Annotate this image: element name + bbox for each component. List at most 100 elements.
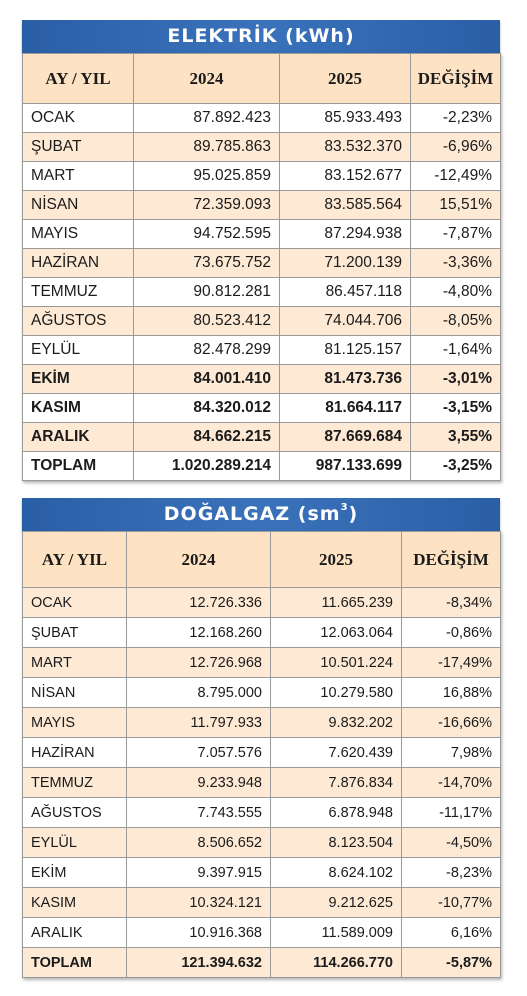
- value-2024-cell: 72.359.093: [133, 190, 280, 220]
- change-cell: -3,15%: [410, 393, 501, 423]
- month-cell: KASIM: [22, 887, 127, 918]
- table-row: TEMMUZ 90.812.281 86.457.118 -4,80%: [22, 277, 501, 307]
- month-cell: HAZİRAN: [22, 248, 134, 278]
- change-cell: 3,55%: [410, 422, 501, 452]
- value-2024-cell: 12.726.336: [126, 587, 271, 618]
- change-cell: -0,86%: [401, 617, 501, 648]
- value-2025-cell: 71.200.139: [279, 248, 411, 278]
- change-cell: 15,51%: [410, 190, 501, 220]
- value-2024-cell: 90.812.281: [133, 277, 280, 307]
- month-cell: NİSAN: [22, 190, 134, 220]
- change-cell: -8,23%: [401, 857, 501, 888]
- value-2025-cell: 987.133.699: [279, 451, 411, 481]
- change-cell: -17,49%: [401, 647, 501, 678]
- gas-title-superscript: 3: [340, 502, 349, 513]
- value-2024-cell: 9.233.948: [126, 767, 271, 798]
- table-row: TOPLAM 1.020.289.214 987.133.699 -3,25%: [22, 451, 501, 481]
- header-month-year: AY / YIL: [22, 531, 127, 588]
- change-cell: -7,87%: [410, 219, 501, 249]
- value-2024-cell: 12.168.260: [126, 617, 271, 648]
- value-2024-cell: 12.726.968: [126, 647, 271, 678]
- table-row: MART 12.726.968 10.501.224 -17,49%: [22, 647, 501, 678]
- change-cell: -2,23%: [410, 103, 501, 133]
- table-row: MAYIS 94.752.595 87.294.938 -7,87%: [22, 219, 501, 249]
- table-row: EYLÜL 82.478.299 81.125.157 -1,64%: [22, 335, 501, 365]
- month-cell: HAZİRAN: [22, 737, 127, 768]
- month-cell: MAYIS: [22, 219, 134, 249]
- value-2024-cell: 95.025.859: [133, 161, 280, 191]
- value-2024-cell: 10.324.121: [126, 887, 271, 918]
- value-2025-cell: 87.294.938: [279, 219, 411, 249]
- change-cell: -10,77%: [401, 887, 501, 918]
- month-cell: KASIM: [22, 393, 134, 423]
- value-2025-cell: 9.832.202: [270, 707, 402, 738]
- value-2024-cell: 87.892.423: [133, 103, 280, 133]
- gas-panel: DOĞALGAZ (sm3) AY / YIL 2024 2025 DEĞİŞİ…: [22, 498, 501, 978]
- header-2024: 2024: [133, 53, 280, 104]
- month-cell: EKİM: [22, 364, 134, 394]
- value-2024-cell: 73.675.752: [133, 248, 280, 278]
- table-row: KASIM 10.324.121 9.212.625 -10,77%: [22, 887, 501, 918]
- table-row: MART 95.025.859 83.152.677 -12,49%: [22, 161, 501, 191]
- value-2025-cell: 8.624.102: [270, 857, 402, 888]
- value-2025-cell: 12.063.064: [270, 617, 402, 648]
- month-cell: TEMMUZ: [22, 277, 134, 307]
- month-cell: ŞUBAT: [22, 132, 134, 162]
- month-cell: OCAK: [22, 587, 127, 618]
- header-2025: 2025: [279, 53, 411, 104]
- month-cell: ARALIK: [22, 422, 134, 452]
- value-2024-cell: 10.916.368: [126, 917, 271, 948]
- value-2024-cell: 89.785.863: [133, 132, 280, 162]
- value-2025-cell: 9.212.625: [270, 887, 402, 918]
- value-2024-cell: 1.020.289.214: [133, 451, 280, 481]
- value-2024-cell: 121.394.632: [126, 947, 271, 978]
- table-row: EKİM 9.397.915 8.624.102 -8,23%: [22, 857, 501, 888]
- table-row: ARALIK 10.916.368 11.589.009 6,16%: [22, 917, 501, 948]
- value-2025-cell: 11.589.009: [270, 917, 402, 948]
- electricity-title: ELEKTRİK (kWh): [22, 20, 500, 53]
- table-row: NİSAN 72.359.093 83.585.564 15,51%: [22, 190, 501, 220]
- value-2024-cell: 84.320.012: [133, 393, 280, 423]
- electricity-table: AY / YIL 2024 2025 DEĞİŞİM OCAK 87.892.42…: [22, 53, 501, 481]
- change-cell: -12,49%: [410, 161, 501, 191]
- electricity-header-row: AY / YIL 2024 2025 DEĞİŞİM: [22, 53, 501, 104]
- table-row: NİSAN 8.795.000 10.279.580 16,88%: [22, 677, 501, 708]
- month-cell: EYLÜL: [22, 827, 127, 858]
- value-2025-cell: 7.876.834: [270, 767, 402, 798]
- table-row: TOPLAM 121.394.632 114.266.770 -5,87%: [22, 947, 501, 978]
- header-change: DEĞİŞİM: [410, 53, 501, 104]
- value-2025-cell: 81.664.117: [279, 393, 411, 423]
- change-cell: -6,96%: [410, 132, 501, 162]
- month-cell: AĞUSTOS: [22, 306, 134, 336]
- value-2025-cell: 10.501.224: [270, 647, 402, 678]
- month-cell: EKİM: [22, 857, 127, 888]
- change-cell: -3,36%: [410, 248, 501, 278]
- gas-header-row: AY / YIL 2024 2025 DEĞİŞİM: [22, 531, 501, 588]
- value-2024-cell: 11.797.933: [126, 707, 271, 738]
- electricity-panel: ELEKTRİK (kWh) AY / YIL 2024 2025 DEĞİŞİ…: [22, 20, 501, 481]
- month-cell: TEMMUZ: [22, 767, 127, 798]
- month-cell: MART: [22, 161, 134, 191]
- month-cell: ARALIK: [22, 917, 127, 948]
- value-2024-cell: 94.752.595: [133, 219, 280, 249]
- header-month-year: AY / YIL: [22, 53, 134, 104]
- table-row: HAZİRAN 7.057.576 7.620.439 7,98%: [22, 737, 501, 768]
- table-row: TEMMUZ 9.233.948 7.876.834 -14,70%: [22, 767, 501, 798]
- gas-table: AY / YIL 2024 2025 DEĞİŞİM OCAK 12.726.33…: [22, 531, 501, 978]
- value-2025-cell: 10.279.580: [270, 677, 402, 708]
- table-row: HAZİRAN 73.675.752 71.200.139 -3,36%: [22, 248, 501, 278]
- month-cell: ŞUBAT: [22, 617, 127, 648]
- value-2024-cell: 7.057.576: [126, 737, 271, 768]
- value-2025-cell: 8.123.504: [270, 827, 402, 858]
- change-cell: -8,05%: [410, 306, 501, 336]
- change-cell: -5,87%: [401, 947, 501, 978]
- value-2025-cell: 74.044.706: [279, 306, 411, 336]
- change-cell: -1,64%: [410, 335, 501, 365]
- value-2025-cell: 81.473.736: [279, 364, 411, 394]
- table-row: EKİM 84.001.410 81.473.736 -3,01%: [22, 364, 501, 394]
- value-2024-cell: 84.662.215: [133, 422, 280, 452]
- month-cell: MART: [22, 647, 127, 678]
- value-2024-cell: 8.795.000: [126, 677, 271, 708]
- value-2025-cell: 11.665.239: [270, 587, 402, 618]
- change-cell: -14,70%: [401, 767, 501, 798]
